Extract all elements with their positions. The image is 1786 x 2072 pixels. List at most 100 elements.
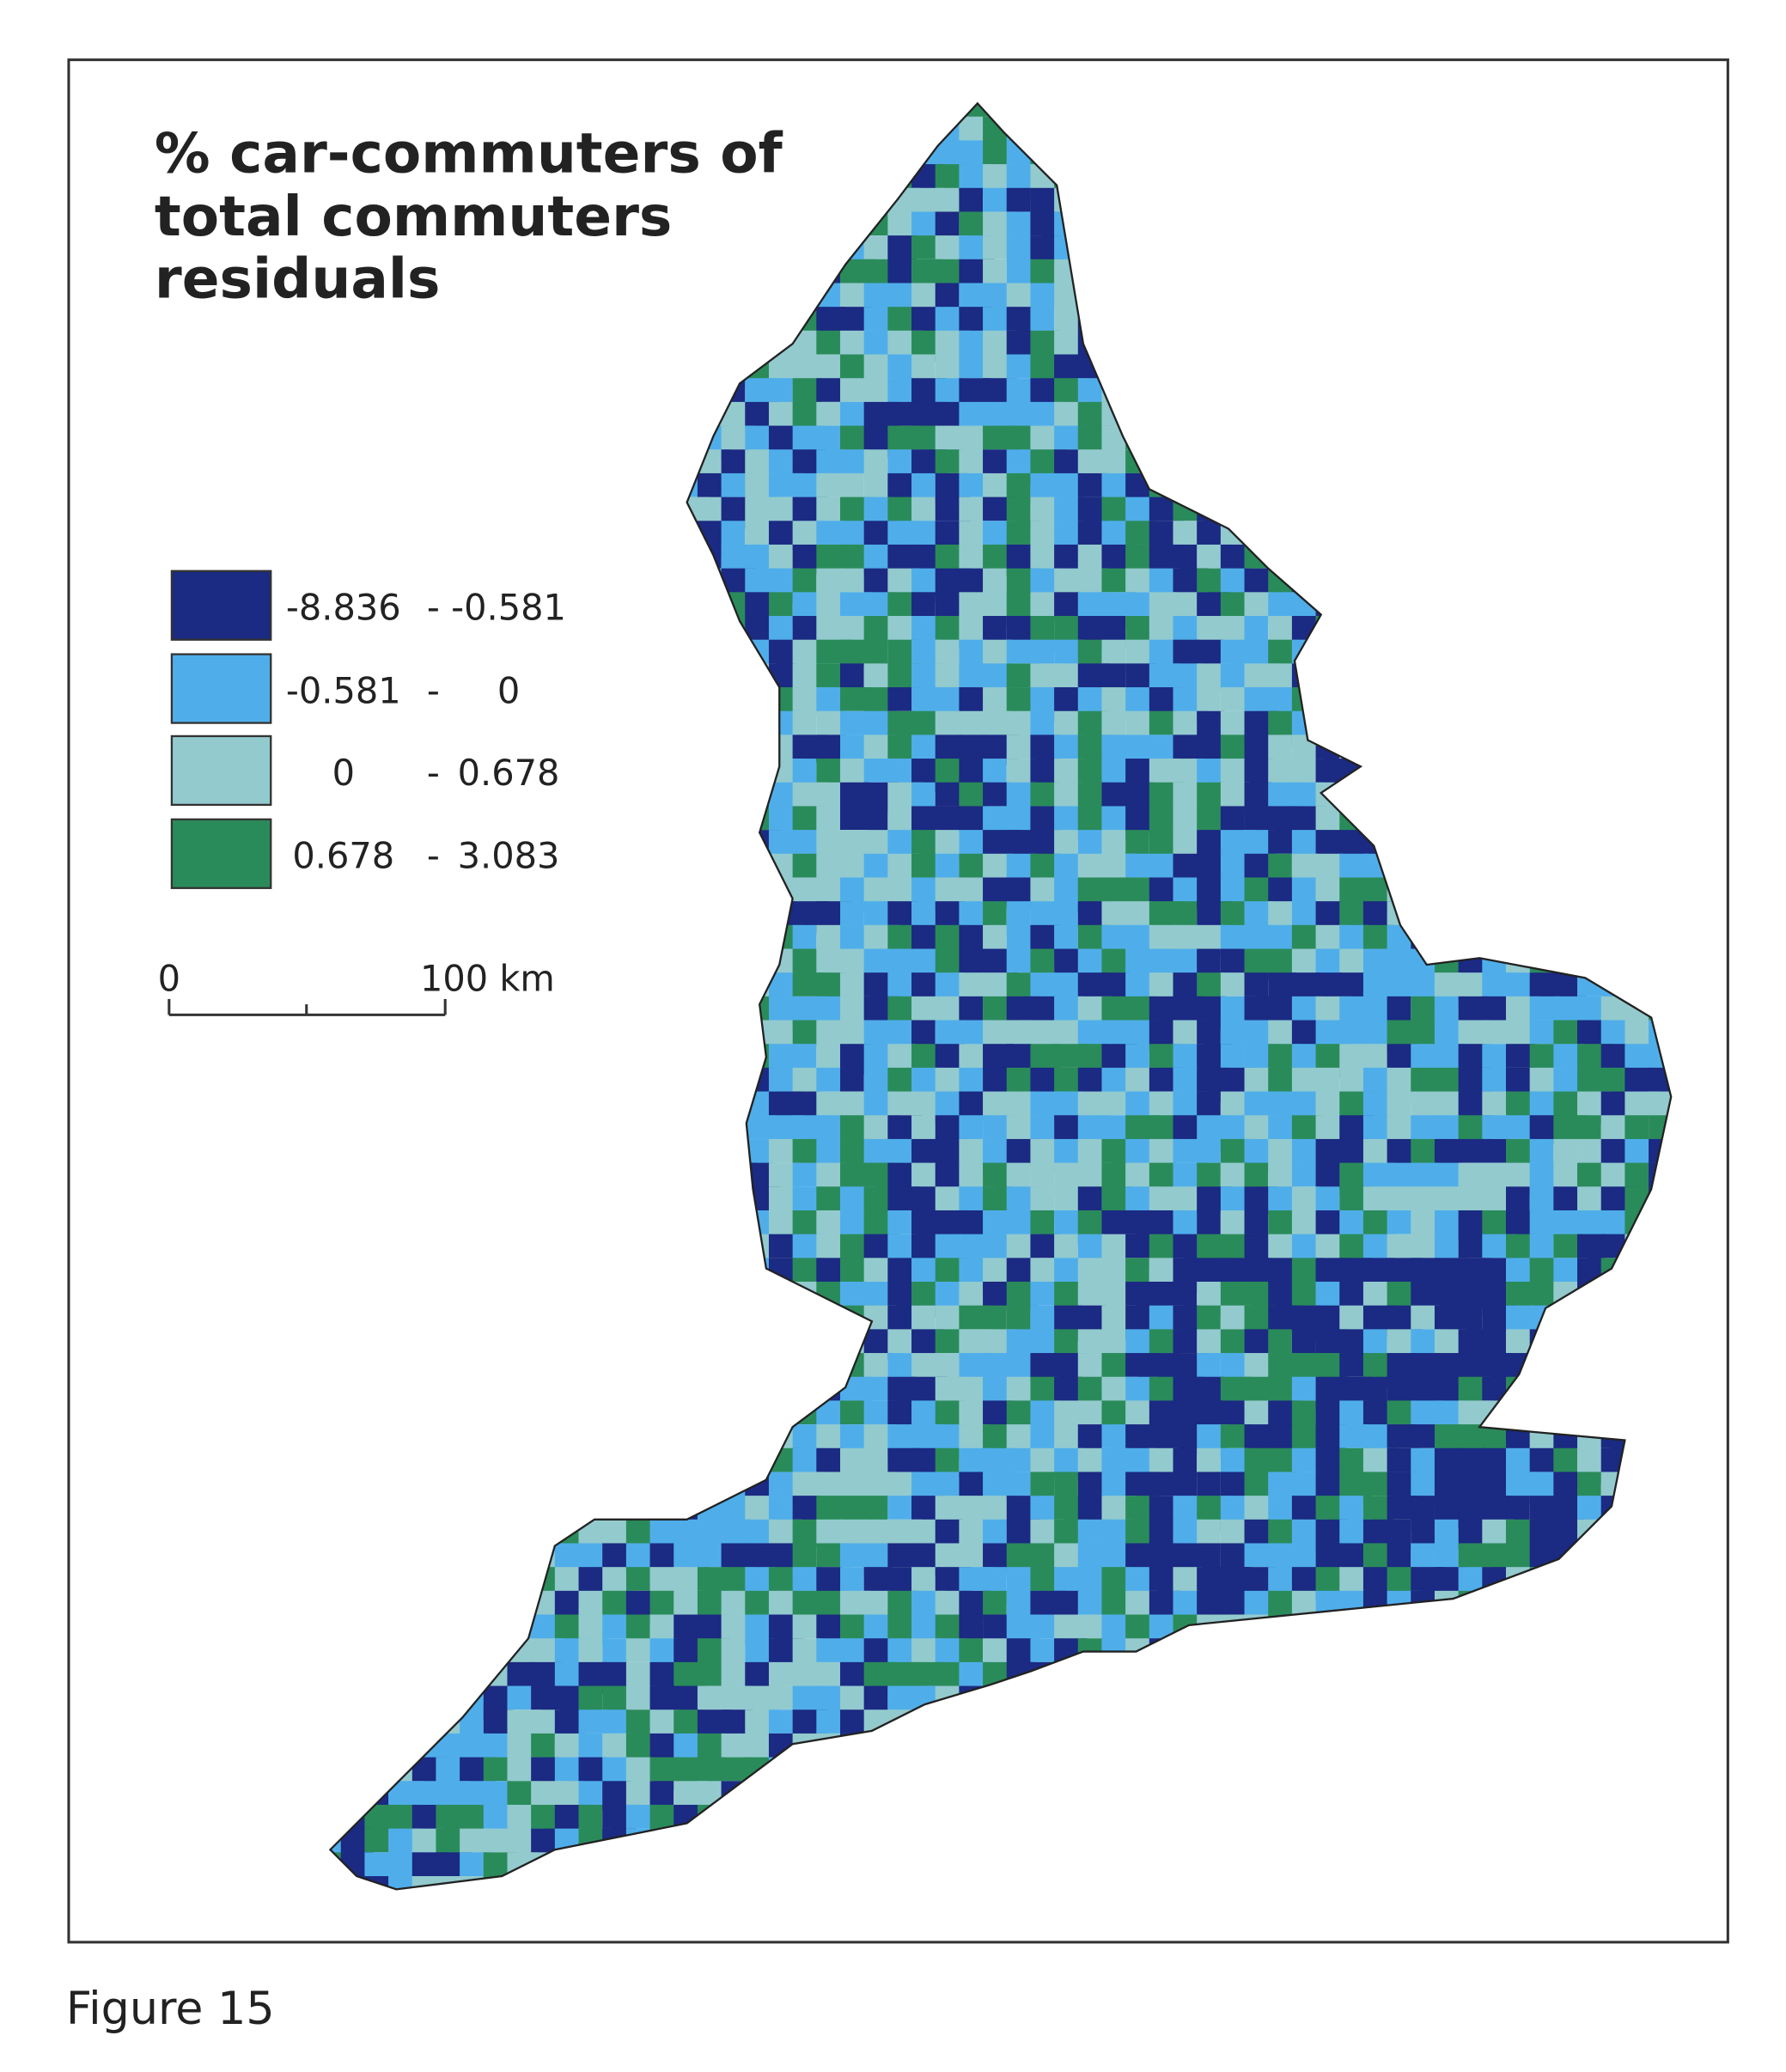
region-cell	[1197, 1210, 1221, 1237]
region-cell	[1577, 1828, 1609, 1853]
region-cell	[1244, 1804, 1272, 1829]
region-cell	[1244, 1685, 1269, 1720]
region-cell	[388, 1685, 414, 1718]
region-cell	[1577, 1329, 1609, 1354]
region-cell	[674, 187, 698, 215]
region-cell	[721, 103, 753, 119]
legend-max: -0.581	[451, 587, 566, 629]
region-cell	[1506, 877, 1539, 910]
region-cell	[1244, 1234, 1270, 1261]
region-cell	[483, 1138, 512, 1167]
region-cell	[1673, 1329, 1700, 1353]
region-cell	[1649, 354, 1672, 387]
region-cell	[330, 1638, 345, 1673]
region-cell	[1434, 401, 1461, 438]
region-cell	[1458, 710, 1483, 746]
region-cell	[1553, 734, 1589, 771]
region-cell	[554, 1162, 579, 1195]
region-cell	[1387, 187, 1412, 220]
region-cell	[1220, 1757, 1257, 1782]
region-cell	[1315, 592, 1350, 625]
region-cell	[1197, 1638, 1228, 1667]
region-cell	[1553, 497, 1581, 532]
region-cell	[1553, 544, 1584, 576]
region-cell	[1315, 497, 1344, 522]
region-cell	[1315, 1852, 1344, 1883]
region-cell	[1458, 924, 1492, 951]
region-cell	[1101, 1661, 1137, 1691]
title-line: total commuters	[155, 185, 672, 249]
region-cell	[1411, 283, 1444, 313]
region-cell	[1125, 1875, 1159, 1890]
region-cell	[1291, 187, 1324, 222]
region-cell	[483, 425, 518, 455]
region-cell	[959, 1685, 991, 1721]
region-cell	[1006, 734, 1033, 759]
region-cell	[578, 259, 611, 283]
region-cell	[1482, 996, 1507, 1025]
region-cell	[1291, 116, 1321, 146]
region-cell	[626, 1900, 655, 1930]
region-cell	[1339, 1875, 1375, 1890]
region-cell	[1268, 187, 1298, 217]
region-cell	[674, 1258, 700, 1290]
region-cell	[388, 472, 415, 505]
region-cell	[1220, 1162, 1247, 1188]
region-cell	[436, 1519, 463, 1556]
region-cell	[1268, 1804, 1303, 1837]
region-cell	[330, 1875, 353, 1890]
region-cell	[507, 1424, 539, 1451]
region-cell	[1054, 1685, 1083, 1722]
region-cell	[1387, 1709, 1423, 1740]
region-cell	[330, 1757, 352, 1787]
region-cell	[1529, 1661, 1555, 1688]
frame	[67, 58, 1729, 1944]
region-cell	[792, 1329, 820, 1357]
region-cell	[1339, 1900, 1368, 1924]
region-cell	[411, 1162, 437, 1188]
region-cell	[1411, 734, 1436, 763]
region-cell	[674, 996, 704, 1021]
region-cell	[1649, 1329, 1672, 1359]
region-cell	[1149, 1852, 1186, 1878]
region-cell	[1197, 116, 1228, 148]
region-cell	[364, 1757, 395, 1785]
region-cell	[625, 1376, 657, 1408]
region-cell	[364, 759, 398, 794]
region-cell	[649, 1258, 678, 1286]
region-cell	[483, 378, 512, 411]
region-cell	[1553, 877, 1584, 911]
region-cell	[1482, 901, 1513, 925]
region-cell	[1054, 1804, 1078, 1839]
region-cell	[697, 759, 724, 789]
region-cell	[1529, 1852, 1564, 1878]
region-cell	[460, 924, 492, 951]
region-cell	[330, 924, 341, 952]
region-cell	[531, 1258, 567, 1288]
region-cell	[460, 449, 493, 485]
region-cell	[1553, 830, 1587, 862]
region-cell	[935, 1472, 960, 1499]
region-cell	[364, 1067, 392, 1092]
region-cell	[1244, 164, 1271, 195]
region-cell	[1315, 1067, 1340, 1096]
region-cell	[1339, 687, 1375, 718]
region-cell	[1506, 116, 1538, 149]
region-cell	[1220, 187, 1250, 224]
region-cell	[1600, 901, 1630, 925]
region-cell	[1577, 544, 1604, 569]
region-cell	[887, 806, 916, 833]
region-cell	[330, 972, 350, 998]
region-cell	[1553, 259, 1586, 294]
region-cell	[674, 1186, 702, 1217]
region-cell	[1482, 259, 1517, 288]
region-cell	[1624, 1115, 1649, 1143]
region-cell	[436, 497, 466, 533]
region-cell	[721, 972, 746, 998]
region-cell	[364, 639, 393, 664]
region-cell	[1006, 1447, 1032, 1472]
region-cell	[1673, 1021, 1709, 1045]
region-cell	[1006, 1852, 1031, 1876]
region-cell	[721, 1210, 756, 1240]
region-cell	[364, 806, 397, 831]
